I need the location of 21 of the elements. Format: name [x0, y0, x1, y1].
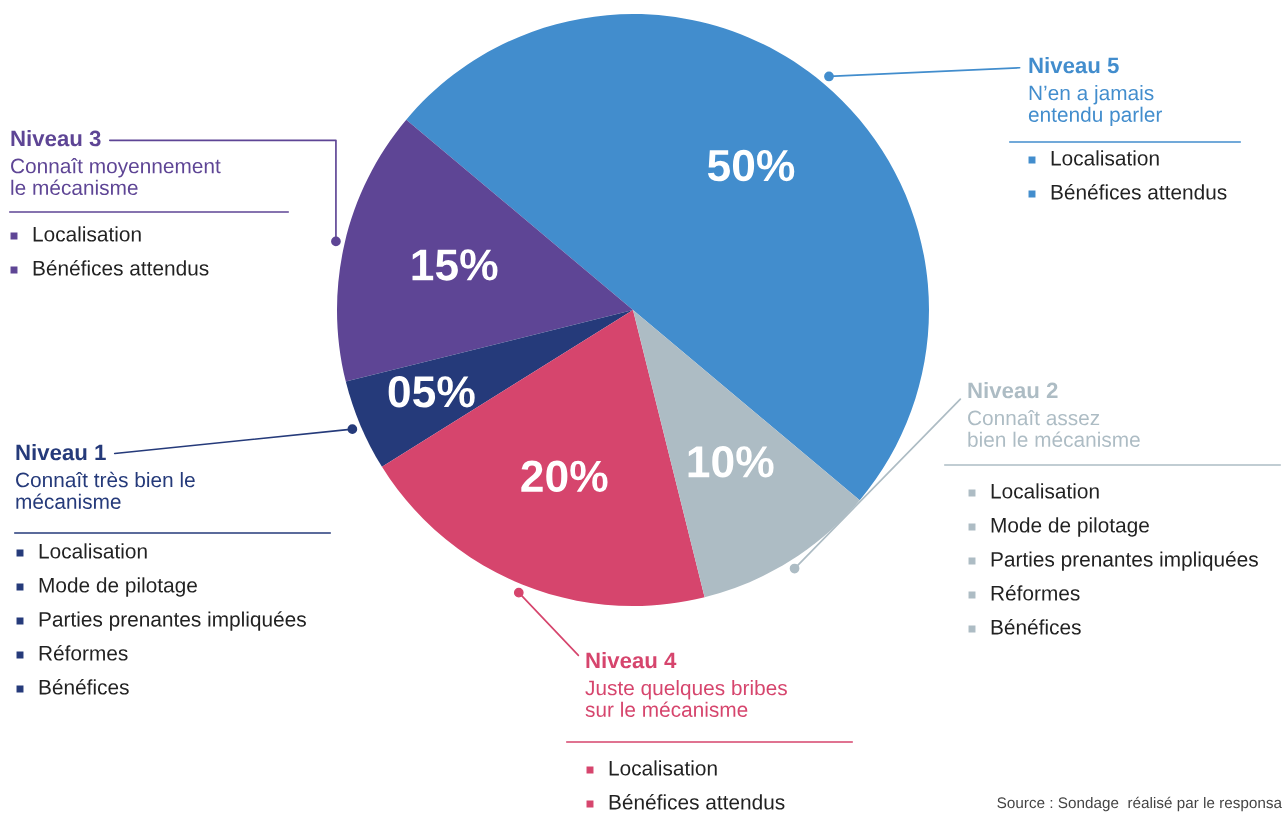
source-note: Source : Sondage réalisé par le responsa: [997, 796, 1283, 812]
slice-label: Niveau 1: [16, 444, 106, 461]
text: Localisation Bénéfices attendus: [33, 226, 209, 276]
text: Connaît assez bien le mécanisme: [968, 409, 1140, 447]
data-label: 20%: [521, 460, 608, 493]
data-label: 15%: [412, 249, 498, 281]
text: Localisation Bénéfices attendus: [1051, 150, 1227, 200]
text: Localisation Mode de pilotage Parties prenantes impliquées Réformes Bénéfices: [991, 483, 1258, 635]
data-label: 50%: [707, 149, 795, 182]
text: N’en a jamais entendu parler: [1028, 85, 1163, 127]
text: Connaît très bien le mécanisme: [16, 471, 195, 509]
data-label: 05%: [388, 376, 475, 408]
data-label: 10%: [688, 446, 774, 478]
slice-label: Niveau 2: [968, 382, 1058, 399]
slice-label: Niveau 3: [11, 130, 101, 147]
text: Juste quelques bribes sur le mécanisme: [585, 680, 787, 717]
text: Localisation Bénéfices attendus: [609, 760, 785, 810]
slice-label: Niveau 4: [586, 652, 677, 669]
text: Connaît moyennement le mécanisme: [11, 158, 221, 196]
text: Localisation Mode de pilotage Parties prenantes impliquées Réformes Bénéfices: [39, 543, 306, 695]
slice-label: Niveau 5: [1029, 57, 1119, 74]
